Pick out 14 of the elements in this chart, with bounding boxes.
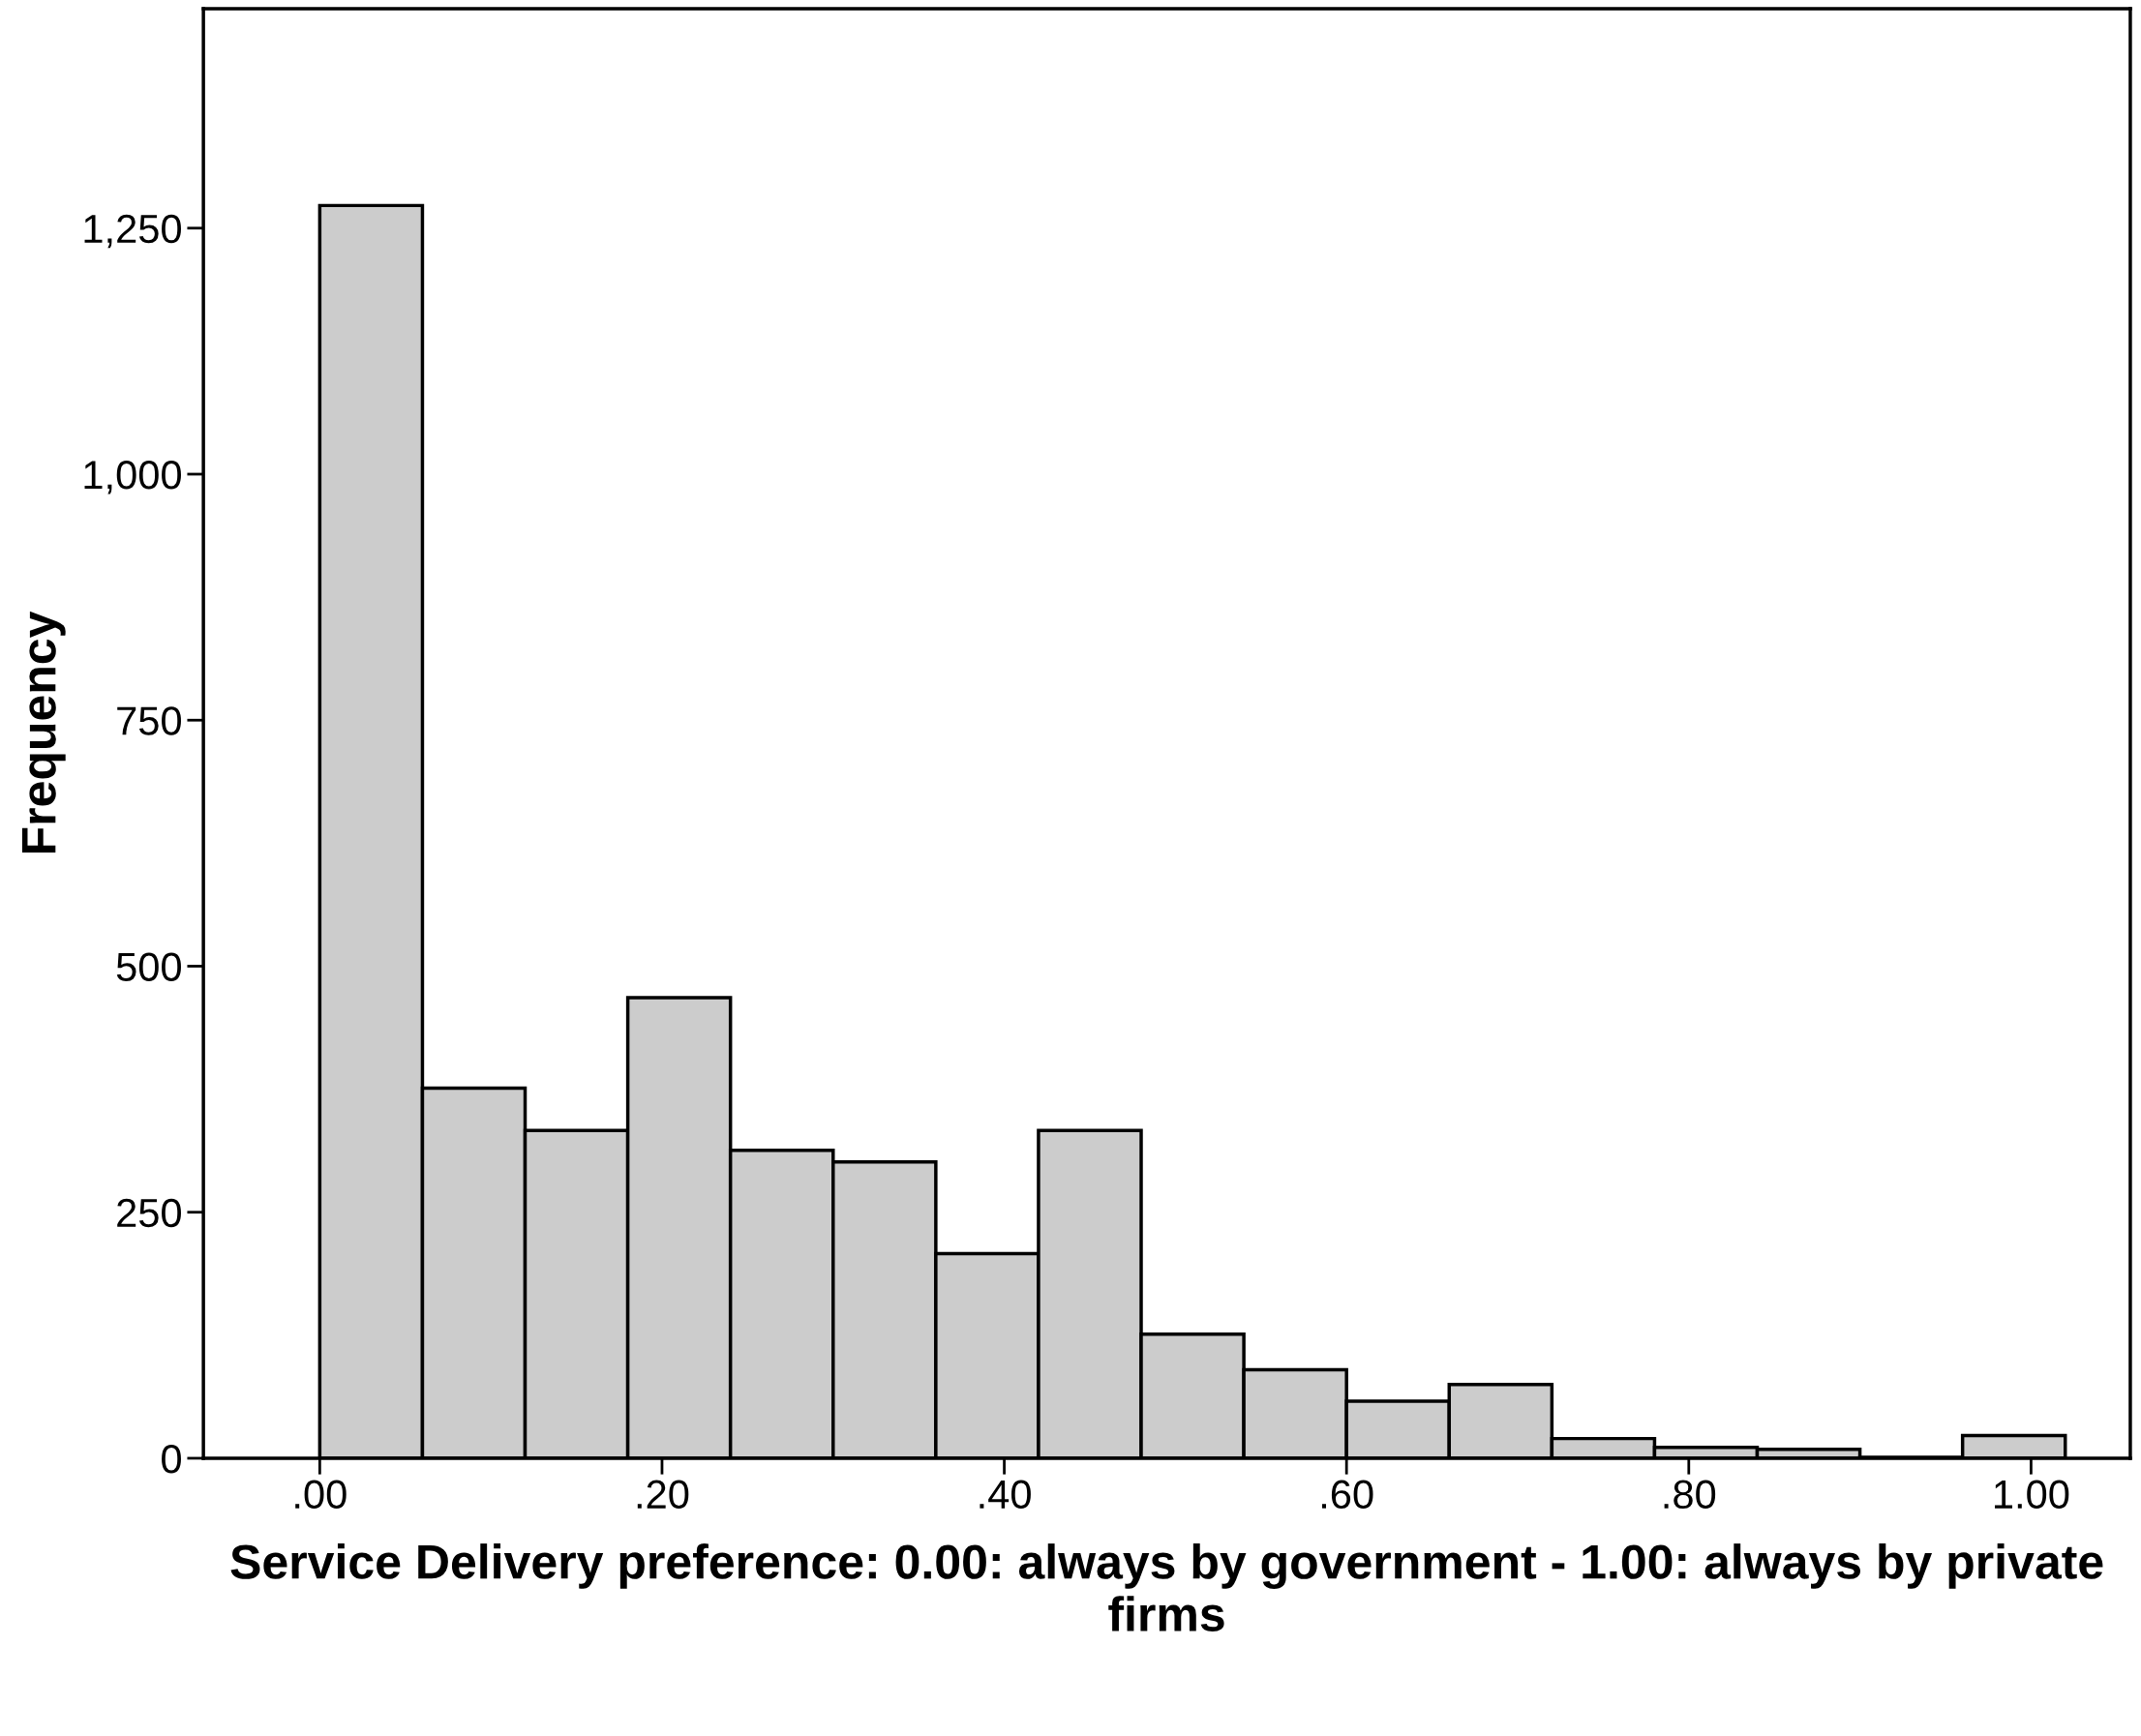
y-tick-label: 1,250 [84, 214, 181, 249]
y-tick-label: 0 [162, 1444, 181, 1474]
y-tick-label: 250 [117, 1198, 181, 1228]
x-tick-label: .80 [1664, 1480, 1716, 1510]
y-tick-label: 500 [116, 952, 181, 981]
x-tick-label: .20 [637, 1480, 689, 1510]
y-axis-title: Frequency [21, 611, 66, 853]
x-tick-label: .40 [980, 1480, 1031, 1510]
x-tick-label: 1.00 [1995, 1480, 2069, 1510]
x-tick-label: .60 [1322, 1480, 1373, 1510]
y-tick-label: 750 [117, 706, 181, 735]
x-tick-label: .00 [295, 1480, 347, 1510]
x-axis-title: Service Delivery preference: 0.00: always by government - 1.00: always by private firms [230, 1543, 2103, 1631]
y-tick-label: 1,000 [84, 461, 181, 494]
